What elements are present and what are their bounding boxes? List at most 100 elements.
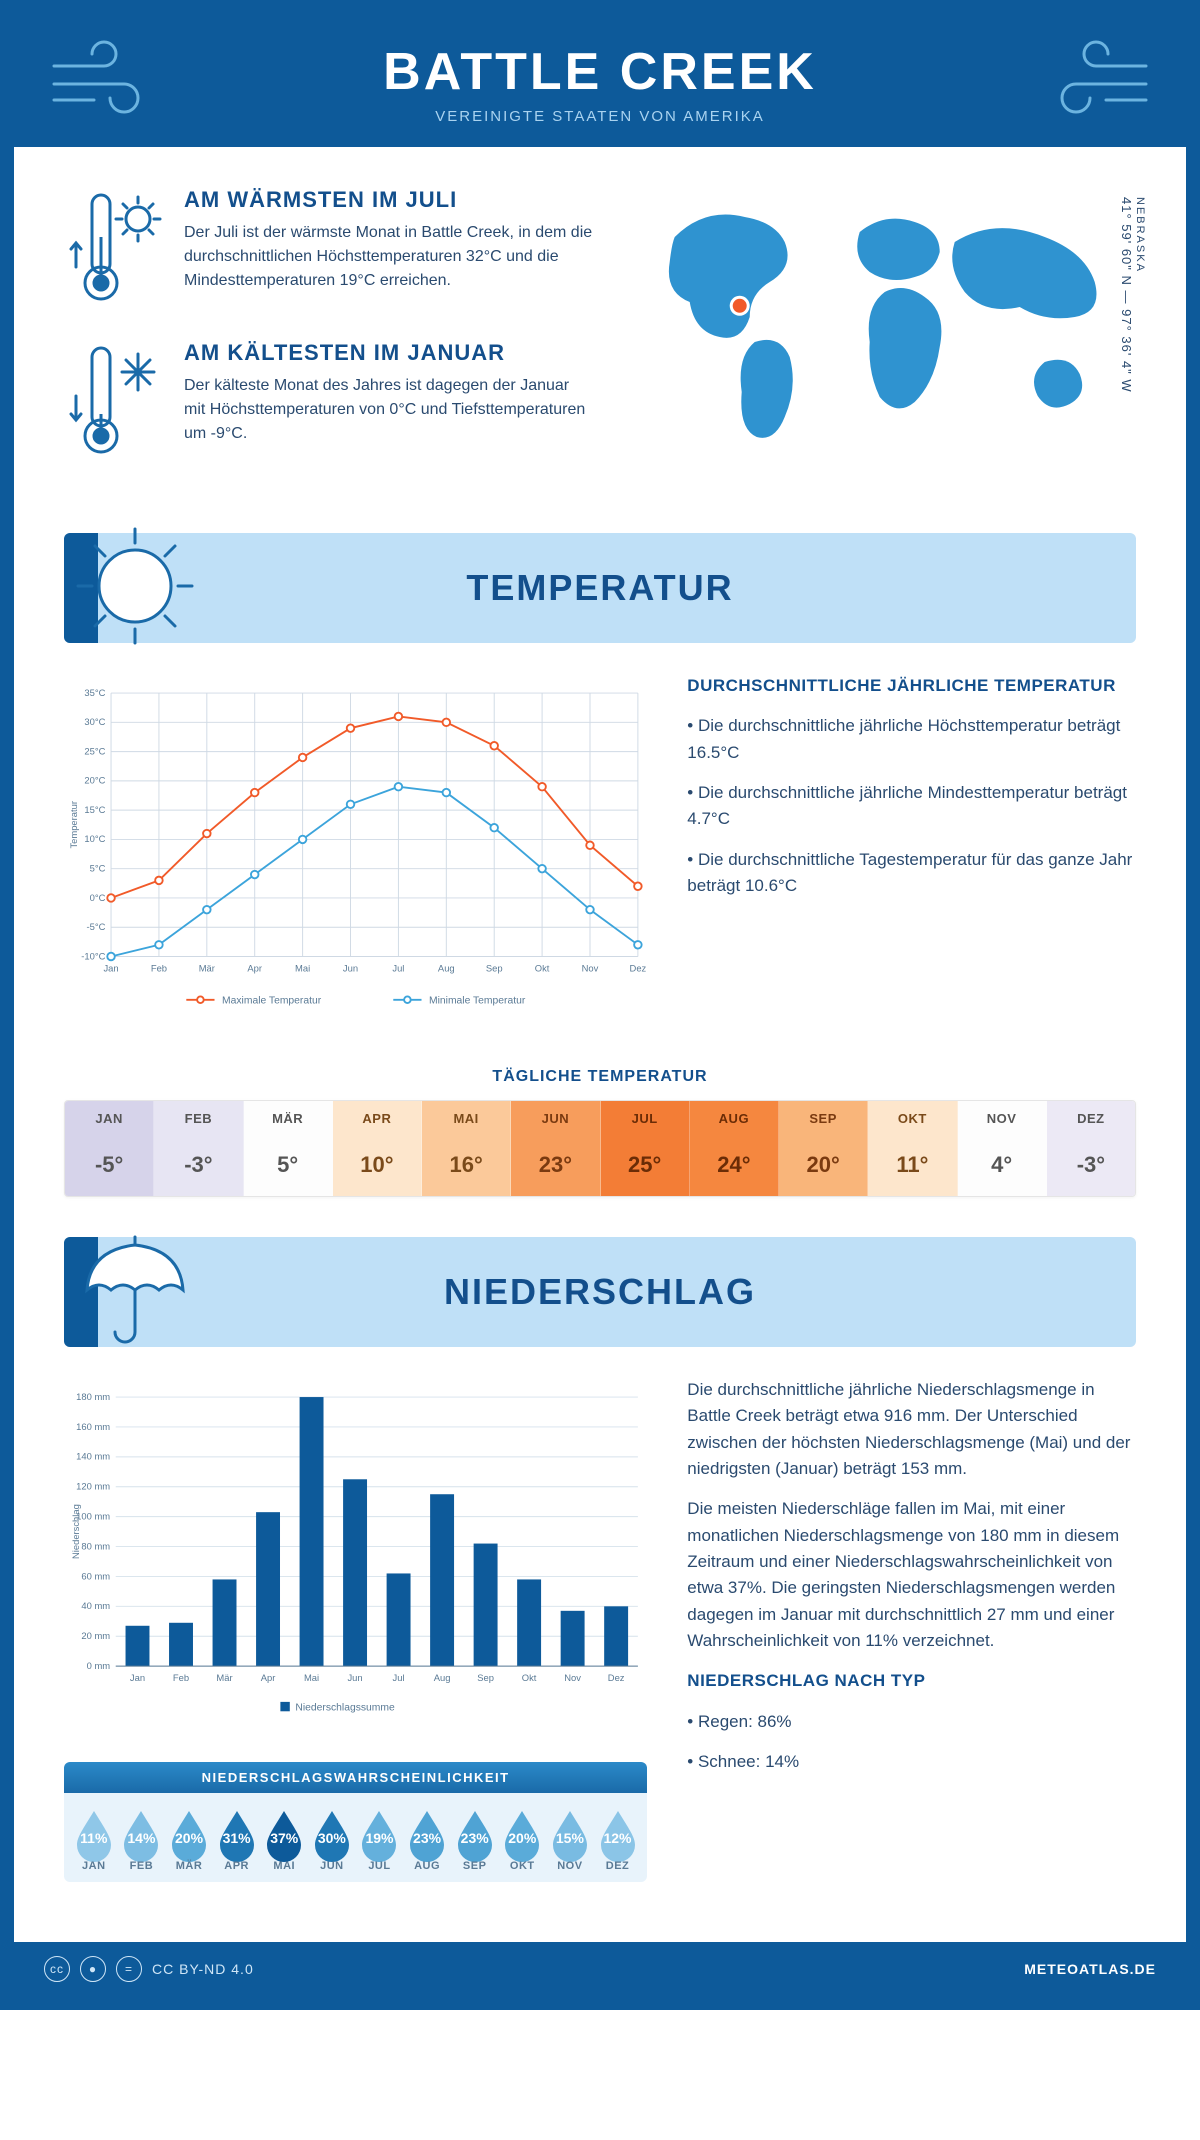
month-cell: NOV4° bbox=[958, 1101, 1047, 1196]
svg-text:20°C: 20°C bbox=[84, 775, 105, 786]
month-value: 4° bbox=[958, 1136, 1046, 1196]
svg-text:Apr: Apr bbox=[261, 1672, 276, 1683]
svg-text:20 mm: 20 mm bbox=[81, 1630, 110, 1641]
drop-value: 37% bbox=[260, 1830, 308, 1846]
svg-text:Nov: Nov bbox=[582, 963, 599, 974]
svg-text:Jul: Jul bbox=[393, 1672, 405, 1683]
temp-stats: DURCHSCHNITTLICHE JÄHRLICHE TEMPERATUR •… bbox=[687, 673, 1136, 1038]
month-value: 23° bbox=[511, 1136, 599, 1196]
month-cell: MAI16° bbox=[422, 1101, 511, 1196]
svg-text:15°C: 15°C bbox=[84, 804, 105, 815]
month-cell: DEZ-3° bbox=[1047, 1101, 1135, 1196]
svg-text:Aug: Aug bbox=[438, 963, 455, 974]
umbrella-icon bbox=[70, 1225, 200, 1355]
svg-text:Niederschlagssumme: Niederschlagssumme bbox=[295, 1702, 395, 1713]
summary-text: AM WÄRMSTEN IM JULI Der Juli ist der wär… bbox=[64, 187, 593, 493]
month-value: 5° bbox=[244, 1136, 332, 1196]
drop-value: 31% bbox=[213, 1830, 261, 1846]
temp-stats-title: DURCHSCHNITTLICHE JÄHRLICHE TEMPERATUR bbox=[687, 673, 1136, 699]
svg-text:Niederschlag: Niederschlag bbox=[70, 1504, 81, 1559]
svg-text:80 mm: 80 mm bbox=[81, 1540, 110, 1551]
world-map-svg bbox=[633, 187, 1136, 457]
coldest-title: AM KÄLTESTEN IM JANUAR bbox=[184, 340, 593, 366]
svg-text:60 mm: 60 mm bbox=[81, 1570, 110, 1581]
precip-type-line: • Regen: 86% bbox=[687, 1709, 1136, 1735]
temp-stat-line: • Die durchschnittliche jährliche Mindes… bbox=[687, 780, 1136, 833]
by-icon: ● bbox=[80, 1956, 106, 1982]
warmest-title: AM WÄRMSTEN IM JULI bbox=[184, 187, 593, 213]
svg-text:Apr: Apr bbox=[247, 963, 262, 974]
svg-text:Jun: Jun bbox=[347, 1672, 362, 1683]
drop-cell: 31%APR bbox=[213, 1807, 261, 1872]
footer-site: METEOATLAS.DE bbox=[1024, 1961, 1156, 1977]
drop-cell: 20%MÄR bbox=[165, 1807, 213, 1872]
svg-text:Mär: Mär bbox=[216, 1672, 232, 1683]
page-subtitle: VEREINIGTE STAATEN VON AMERIKA bbox=[34, 108, 1166, 125]
precip-text: Die durchschnittliche jährliche Niedersc… bbox=[687, 1377, 1136, 1882]
month-value: 25° bbox=[601, 1136, 689, 1196]
svg-text:Dez: Dez bbox=[608, 1672, 625, 1683]
drop-value: 23% bbox=[451, 1830, 499, 1846]
month-label: JUL bbox=[601, 1101, 689, 1136]
drop-cell: 23%AUG bbox=[403, 1807, 451, 1872]
svg-text:Minimale Temperatur: Minimale Temperatur bbox=[429, 996, 526, 1007]
state-label: NEBRASKA bbox=[1134, 197, 1146, 383]
svg-text:-10°C: -10°C bbox=[81, 950, 105, 961]
precip-section-title: NIEDERSCHLAG bbox=[444, 1271, 756, 1313]
svg-text:Temperatur: Temperatur bbox=[68, 801, 79, 849]
month-cell: OKT11° bbox=[868, 1101, 957, 1196]
month-cell: MÄR5° bbox=[244, 1101, 333, 1196]
svg-text:Mär: Mär bbox=[199, 963, 215, 974]
page-title: BATTLE CREEK bbox=[34, 42, 1166, 102]
svg-text:Sep: Sep bbox=[477, 1672, 494, 1683]
svg-text:Aug: Aug bbox=[434, 1672, 451, 1683]
drop-cell: 37%MAI bbox=[260, 1807, 308, 1872]
month-label: FEB bbox=[154, 1101, 242, 1136]
precip-p1: Die durchschnittliche jährliche Niedersc… bbox=[687, 1377, 1136, 1482]
drop-cell: 20%OKT bbox=[498, 1807, 546, 1872]
coordinates: NEBRASKA 41° 59' 60" N — 97° 36' 4" W bbox=[1119, 197, 1146, 393]
precip-p2: Die meisten Niederschläge fallen im Mai,… bbox=[687, 1496, 1136, 1654]
temp-banner: TEMPERATUR bbox=[64, 533, 1136, 643]
month-cell: JAN-5° bbox=[65, 1101, 154, 1196]
drop-cell: 15%NOV bbox=[546, 1807, 594, 1872]
month-value: 11° bbox=[868, 1136, 956, 1196]
thermometer-cold-icon bbox=[64, 340, 164, 465]
svg-text:Dez: Dez bbox=[630, 963, 647, 974]
svg-text:30°C: 30°C bbox=[84, 716, 105, 727]
coldest-block: AM KÄLTESTEN IM JANUAR Der kälteste Mona… bbox=[64, 340, 593, 465]
month-value: 10° bbox=[333, 1136, 421, 1196]
month-label: DEZ bbox=[1047, 1101, 1135, 1136]
temp-stat-line: • Die durchschnittliche jährliche Höchst… bbox=[687, 713, 1136, 766]
svg-text:Maximale Temperatur: Maximale Temperatur bbox=[222, 996, 322, 1007]
svg-text:40 mm: 40 mm bbox=[81, 1600, 110, 1611]
svg-text:5°C: 5°C bbox=[90, 863, 106, 874]
precip-prob-title: NIEDERSCHLAGSWAHRSCHEINLICHKEIT bbox=[64, 1762, 647, 1793]
summary-row: AM WÄRMSTEN IM JULI Der Juli ist der wär… bbox=[64, 187, 1136, 493]
wind-icon bbox=[44, 36, 164, 116]
precip-row: 0 mm20 mm40 mm60 mm80 mm100 mm120 mm140 … bbox=[64, 1377, 1136, 1882]
month-label: OKT bbox=[868, 1101, 956, 1136]
svg-text:Jan: Jan bbox=[130, 1672, 145, 1683]
month-label: MAI bbox=[422, 1101, 510, 1136]
svg-text:35°C: 35°C bbox=[84, 687, 105, 698]
month-value: 16° bbox=[422, 1136, 510, 1196]
drop-cell: 30%JUN bbox=[308, 1807, 356, 1872]
month-label: AUG bbox=[690, 1101, 778, 1136]
svg-text:Jun: Jun bbox=[343, 963, 358, 974]
svg-text:Jan: Jan bbox=[103, 963, 118, 974]
month-label: MÄR bbox=[244, 1101, 332, 1136]
month-cell: SEP20° bbox=[779, 1101, 868, 1196]
svg-text:Jul: Jul bbox=[392, 963, 404, 974]
footer: cc ● = CC BY-ND 4.0 METEOATLAS.DE bbox=[14, 1942, 1186, 1996]
svg-text:10°C: 10°C bbox=[84, 833, 105, 844]
month-cell: APR10° bbox=[333, 1101, 422, 1196]
precip-prob-box: NIEDERSCHLAGSWAHRSCHEINLICHKEIT 11%JAN14… bbox=[64, 1762, 647, 1882]
month-label: JUN bbox=[511, 1101, 599, 1136]
drop-cell: 23%SEP bbox=[451, 1807, 499, 1872]
wind-icon bbox=[1036, 36, 1156, 116]
coords-label: 41° 59' 60" N — 97° 36' 4" W bbox=[1119, 197, 1134, 393]
temp-row: -10°C-5°C0°C5°C10°C15°C20°C25°C30°C35°CJ… bbox=[64, 673, 1136, 1038]
svg-text:Sep: Sep bbox=[486, 963, 503, 974]
svg-text:120 mm: 120 mm bbox=[76, 1481, 110, 1492]
